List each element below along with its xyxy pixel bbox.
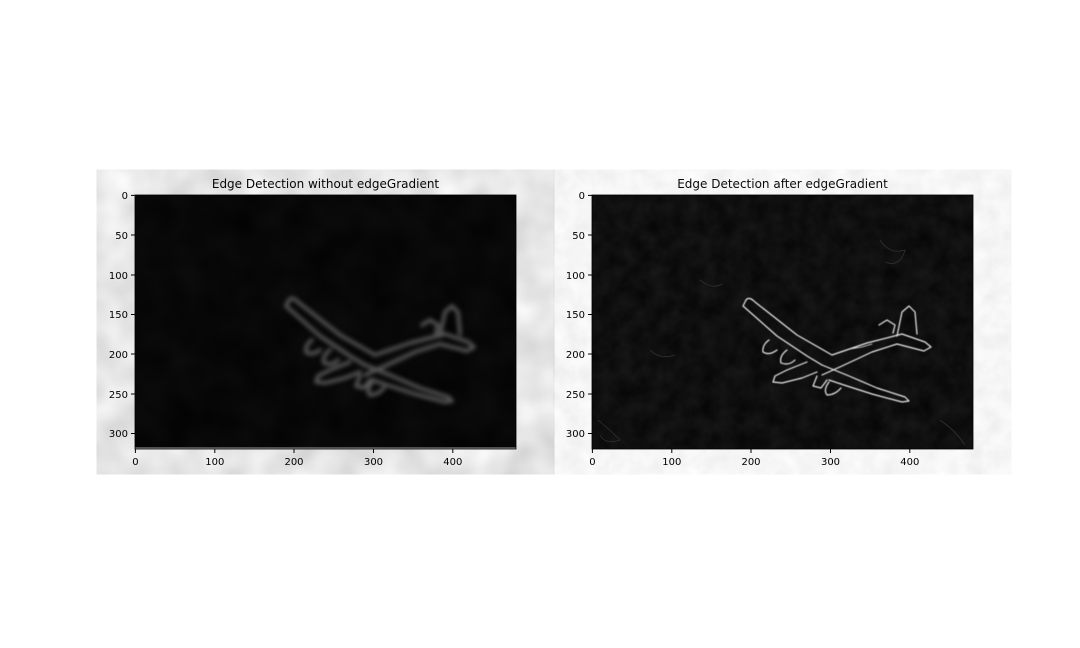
left-ytick-label: 0	[122, 191, 128, 202]
right-ytick-label: 150	[566, 310, 585, 321]
airplane-edge-sharp	[742, 297, 932, 403]
right-image	[592, 195, 973, 449]
right-panel-title: Edge Detection after edgeGradient	[677, 177, 888, 191]
airplane-edge-blurred	[284, 296, 476, 404]
left-ytick-label: 250	[109, 390, 128, 401]
right-x-ticks: 0 100 200 300 400	[589, 449, 919, 468]
right-ytick-label: 250	[566, 390, 585, 401]
right-ytick-label: 50	[572, 231, 585, 242]
left-ytick-label: 100	[109, 271, 128, 282]
left-x-ticks: 0 100 200 300 400	[132, 449, 462, 468]
right-ytick-label: 0	[579, 191, 585, 202]
right-xtick-label: 400	[900, 457, 919, 468]
right-ytick-label: 200	[566, 350, 585, 361]
right-xtick-label: 0	[589, 457, 595, 468]
right-xtick-label: 300	[821, 457, 840, 468]
right-xtick-label: 100	[662, 457, 681, 468]
right-y-ticks: 0 50 100 150 200 250 300	[566, 191, 592, 440]
left-xtick-label: 400	[443, 457, 462, 468]
left-panel-title: Edge Detection without edgeGradient	[211, 177, 440, 191]
left-xtick-label: 300	[364, 457, 383, 468]
right-xtick-label: 200	[741, 457, 760, 468]
left-ytick-label: 50	[115, 231, 128, 242]
right-ytick-label: 100	[566, 271, 585, 282]
left-image	[135, 195, 516, 449]
left-y-ticks: 0 50 100 150 200 250 300	[109, 191, 135, 440]
left-xtick-label: 100	[205, 457, 224, 468]
left-ytick-label: 150	[109, 310, 128, 321]
left-ytick-label: 300	[109, 429, 128, 440]
left-xtick-label: 200	[284, 457, 303, 468]
left-ytick-label: 200	[109, 350, 128, 361]
left-xtick-label: 0	[132, 457, 138, 468]
right-ytick-label: 300	[566, 429, 585, 440]
